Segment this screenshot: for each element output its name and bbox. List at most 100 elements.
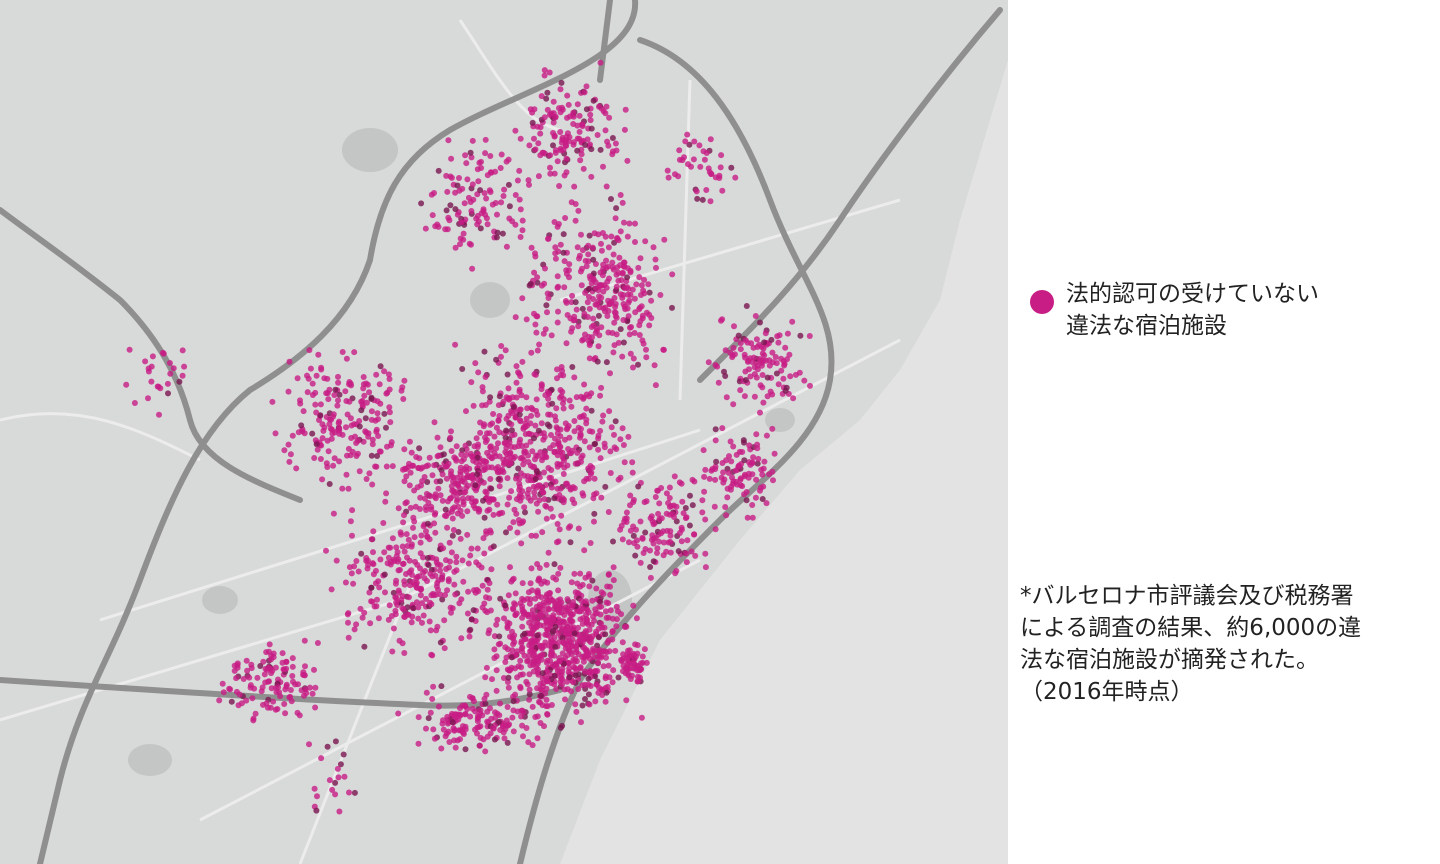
lodging-point	[488, 485, 495, 492]
lodging-point	[520, 709, 527, 716]
lodging-point	[490, 511, 497, 518]
lodging-point	[604, 639, 611, 646]
lodging-point	[557, 678, 564, 685]
lodging-point	[541, 578, 548, 585]
lodging-point	[526, 686, 533, 693]
lodging-point	[424, 479, 431, 485]
lodging-point	[219, 680, 226, 687]
lodging-point	[592, 673, 599, 680]
lodging-point	[451, 581, 458, 588]
lodging-point	[337, 761, 344, 768]
lodging-point	[240, 676, 247, 682]
lodging-point	[351, 626, 358, 633]
lodging-point	[550, 142, 556, 149]
lodging-point	[384, 560, 391, 567]
ring-road-litoral	[517, 37, 835, 864]
lodging-point	[518, 470, 524, 477]
lodging-point	[584, 314, 591, 320]
lodging-point	[752, 494, 759, 501]
lodging-point	[393, 599, 400, 606]
lodging-point	[454, 510, 461, 517]
lodging-point	[385, 544, 392, 551]
lodging-point	[568, 579, 575, 586]
lodging-point	[503, 654, 510, 661]
lodging-point	[523, 415, 530, 422]
lodging-point	[563, 299, 570, 306]
lodging-point	[578, 151, 585, 158]
lodging-point	[396, 589, 403, 596]
lodging-point	[699, 196, 706, 203]
lodging-point	[609, 264, 616, 271]
lodging-point	[445, 214, 452, 221]
lodging-point	[475, 218, 482, 225]
lodging-point	[691, 531, 698, 538]
lodging-point	[397, 529, 404, 536]
lodging-point	[365, 430, 372, 437]
lodging-point	[613, 283, 620, 290]
lodging-point	[432, 491, 439, 498]
lodging-point	[522, 509, 528, 516]
lodging-point	[784, 356, 790, 363]
lodging-point	[456, 175, 462, 181]
lodging-point	[601, 282, 608, 289]
lodging-point	[556, 526, 563, 533]
lodging-point	[619, 294, 626, 301]
lodging-point	[552, 244, 559, 251]
lodging-point	[539, 282, 545, 289]
lodging-point	[510, 455, 517, 462]
lodging-point	[597, 598, 604, 605]
lodging-point	[761, 458, 768, 465]
lodging-point	[384, 443, 390, 450]
lodging-point	[563, 340, 570, 347]
lodging-point	[547, 152, 554, 159]
lodging-point	[602, 304, 609, 311]
lodging-point	[581, 547, 588, 554]
lodging-point	[556, 658, 563, 665]
lodging-point	[656, 500, 663, 507]
lodging-point	[610, 251, 617, 258]
lodging-point	[348, 570, 355, 577]
lodging-point	[757, 409, 763, 416]
lodging-point	[272, 706, 279, 713]
lodging-point	[769, 468, 776, 475]
lodging-point	[548, 332, 555, 339]
lodging-point	[775, 381, 782, 388]
lodging-point	[634, 678, 641, 685]
lodging-point	[498, 199, 505, 206]
lodging-point	[503, 427, 510, 434]
lodging-point	[599, 648, 606, 655]
lodging-point	[536, 655, 543, 661]
lodging-point	[406, 569, 413, 576]
lodging-point	[330, 462, 337, 469]
lodging-point	[586, 583, 593, 590]
lodging-point	[546, 423, 553, 430]
lodging-point	[499, 230, 506, 237]
lodging-point	[411, 534, 418, 541]
lodging-point	[586, 637, 593, 644]
lodging-point	[457, 535, 464, 542]
lodging-point	[628, 660, 635, 667]
lodging-point	[737, 346, 744, 353]
lodging-point	[285, 441, 292, 448]
lodging-point	[351, 789, 358, 796]
lodging-point	[724, 494, 731, 501]
lodging-point	[332, 779, 339, 786]
lodging-point	[493, 234, 500, 241]
lodging-point	[564, 596, 571, 603]
lodging-point	[552, 417, 559, 424]
lodging-point	[331, 392, 338, 398]
lodging-point	[579, 702, 586, 709]
lodging-point	[549, 513, 556, 520]
lodging-point	[485, 464, 492, 471]
lodging-point	[452, 744, 459, 751]
lodging-point	[566, 397, 573, 404]
lodging-point	[528, 412, 535, 419]
lodging-point	[607, 607, 614, 614]
lodging-point	[346, 398, 353, 405]
lodging-point	[462, 746, 469, 753]
lodging-point	[466, 633, 473, 640]
lodging-point	[408, 619, 415, 626]
lodging-point	[642, 546, 649, 552]
lodging-point	[574, 460, 581, 467]
lodging-point	[360, 385, 367, 392]
